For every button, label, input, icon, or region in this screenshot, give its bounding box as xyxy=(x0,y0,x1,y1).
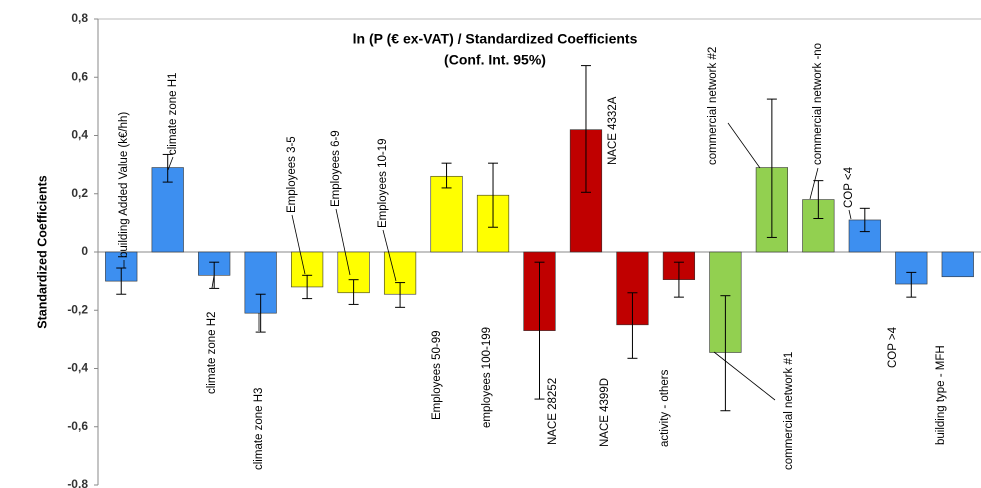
category-label: climate zone H2 xyxy=(206,312,218,394)
y-tick-label: -0,8 xyxy=(67,477,88,488)
y-tick-label: 0,2 xyxy=(71,186,88,200)
y-axis-label: Standardized Coefficients xyxy=(35,175,49,329)
category-label: COP >4 xyxy=(887,326,899,368)
error-bar xyxy=(116,267,127,295)
error-bar xyxy=(906,271,917,298)
category-label: COP <4 xyxy=(843,166,855,208)
category-label: commercial network #1 xyxy=(783,352,795,470)
leader-line xyxy=(713,351,776,401)
category-label: NACE 28252 xyxy=(547,378,559,445)
category-label: building Added Value (k€/hh) xyxy=(118,112,130,258)
y-tick-label: 0,4 xyxy=(71,128,88,142)
category-label: climate zone H1 xyxy=(167,73,179,155)
leader-line xyxy=(167,156,174,171)
category-label: Employees 50-99 xyxy=(431,331,443,421)
y-tick-label: -0,2 xyxy=(67,302,88,316)
category-label: Employees 6-9 xyxy=(330,130,342,207)
error-bar xyxy=(534,261,545,400)
category-label: building type - MFH xyxy=(935,345,947,445)
y-tick-label: 0,8 xyxy=(71,11,88,25)
leader-line xyxy=(335,208,351,276)
bar xyxy=(430,175,463,253)
category-label: activity - others xyxy=(659,369,671,447)
error-bar xyxy=(441,162,452,189)
leader-line xyxy=(382,229,397,282)
y-tick-label: 0,6 xyxy=(71,69,88,83)
leader-line xyxy=(211,275,215,289)
error-bar xyxy=(348,279,359,305)
y-tick-label: 0 xyxy=(81,244,88,258)
error-bar xyxy=(766,98,777,238)
error-bar xyxy=(395,282,406,308)
leader-line xyxy=(848,209,852,220)
error-bar xyxy=(859,207,870,233)
chart-subtitle: (Conf. Int. 95%) xyxy=(444,52,546,68)
error-bar xyxy=(162,153,173,183)
error-bar xyxy=(302,274,313,300)
category-label: commercial network #2 xyxy=(707,47,719,165)
category-label: climate zone H3 xyxy=(253,388,265,470)
error-bar xyxy=(255,293,266,333)
category-label: Employees 10-19 xyxy=(377,139,389,229)
category-label: employees 100-199 xyxy=(481,327,493,428)
y-tick-label: -0,6 xyxy=(67,419,88,433)
bar xyxy=(941,251,974,278)
category-label: NACE 4332A xyxy=(607,96,619,165)
error-bar xyxy=(488,162,499,228)
error-bar xyxy=(580,65,591,193)
leader-line xyxy=(291,214,306,275)
error-bar xyxy=(673,261,684,298)
leader-line xyxy=(809,167,819,200)
y-tick-label: -0,4 xyxy=(67,361,88,375)
error-bar xyxy=(209,261,220,289)
category-label: commercial network -no xyxy=(812,43,824,165)
chart-title: ln (P (€ ex-VAT) / Standardized Coeffici… xyxy=(353,31,638,47)
error-bar xyxy=(627,292,638,359)
category-label: NACE 4399D xyxy=(599,378,611,447)
category-label: Employees 3-5 xyxy=(286,136,298,213)
leader-line xyxy=(727,122,761,169)
error-bar xyxy=(720,295,731,412)
